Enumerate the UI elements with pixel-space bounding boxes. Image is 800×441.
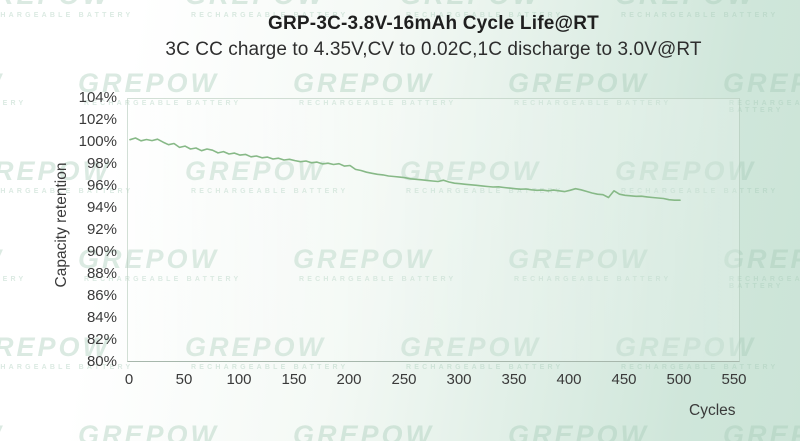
plot-area: [127, 98, 740, 362]
x-tick-label: 200: [336, 371, 362, 388]
grepow-watermark: GREPOWRECHARGEABLE BATTERY: [293, 422, 456, 441]
y-tick-label: 94%: [86, 199, 117, 216]
x-tick-label: 0: [124, 371, 134, 388]
chart-subtitle: 3C CC charge to 4.35V,CV to 0.02C,1C dis…: [165, 39, 702, 60]
y-tick-label: 96%: [86, 177, 117, 194]
grepow-logo-text: GREPOW: [615, 0, 778, 9]
x-tick-label: 350: [501, 371, 527, 388]
y-tick-label: 84%: [86, 309, 117, 326]
grepow-logo-text: GREPOW: [723, 420, 800, 441]
grepow-logo-text: GREPOW: [185, 0, 348, 9]
x-tick-label: 150: [281, 371, 307, 388]
grepow-logo-text: GREPOW: [78, 420, 220, 441]
capacity-retention-line: [129, 137, 681, 201]
y-tick-label: 100%: [78, 133, 117, 150]
grepow-logo-subtext: RECHARGEABLE BATTERY: [621, 364, 779, 371]
grepow-logo-text: GREPOW: [508, 68, 650, 98]
retention-line-plot: [129, 137, 681, 201]
grepow-watermark: GREPOWRECHARGEABLE BATTERY: [78, 422, 241, 441]
y-tick-label: 98%: [86, 155, 117, 172]
x-tick-label: 50: [175, 371, 193, 388]
x-tick-label: 550: [721, 371, 747, 388]
grepow-watermark: GREPOWRECHARGEABLE BATTERY: [0, 422, 26, 441]
grepow-logo-text: GREPOW: [400, 0, 563, 9]
grepow-logo-text: GREPOW: [508, 420, 650, 441]
y-tick-label: 86%: [86, 287, 117, 304]
y-tick-label: 82%: [86, 331, 117, 348]
grepow-logo-subtext: RECHARGEABLE BATTERY: [406, 364, 564, 371]
grepow-watermark: GREPOWRECHARGEABLE BATTERY: [723, 422, 800, 441]
grepow-logo-text: GREPOW: [293, 420, 435, 441]
y-tick-label: 90%: [86, 243, 117, 260]
x-tick-label: 300: [446, 371, 472, 388]
x-tick-label: 450: [611, 371, 637, 388]
y-tick-label: 80%: [86, 353, 117, 370]
grepow-watermark: GREPOWRECHARGEABLE BATTERY: [508, 422, 671, 441]
chart-title: GRP-3C-3.8V-16mAh Cycle Life@RT: [268, 13, 599, 34]
x-tick-label: 250: [391, 371, 417, 388]
chart-heading: GRP-3C-3.8V-16mAh Cycle Life@RT 3C CC ch…: [67, 13, 800, 61]
x-tick-label: 400: [556, 371, 582, 388]
y-tick-label: 92%: [86, 221, 117, 238]
y-tick-label: 88%: [86, 265, 117, 282]
grepow-logo-text: GREPOW: [723, 68, 800, 98]
grepow-logo-subtext: RECHARGEABLE BATTERY: [191, 364, 349, 371]
grepow-logo-text: GREPOW: [293, 68, 435, 98]
y-tick-label: 102%: [78, 111, 117, 128]
x-axis-title: Cycles: [689, 402, 736, 419]
x-tick-label: 100: [226, 371, 252, 388]
grepow-logo-text: GREPOW: [0, 0, 133, 9]
x-tick-label: 500: [666, 371, 692, 388]
y-tick-label: 104%: [78, 89, 117, 106]
grepow-logo-text: GREPOW: [0, 422, 26, 441]
